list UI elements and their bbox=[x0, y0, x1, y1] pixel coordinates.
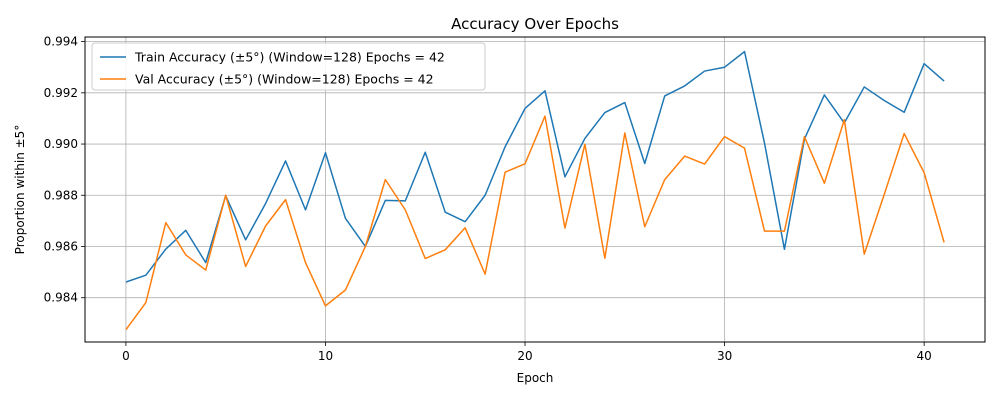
y-tick-label: 0.990 bbox=[44, 137, 78, 151]
y-tick-label: 0.992 bbox=[44, 86, 78, 100]
series-lines bbox=[125, 50, 945, 331]
x-tick-label: 20 bbox=[517, 349, 532, 363]
y-axis-label: Proportion within ±5° bbox=[13, 125, 27, 255]
series-line-train bbox=[125, 50, 945, 283]
legend-box bbox=[91, 42, 486, 91]
y-tick-label: 0.984 bbox=[44, 291, 78, 305]
x-tick-label: 0 bbox=[122, 349, 130, 363]
x-tick-label: 30 bbox=[717, 349, 732, 363]
series-line-val bbox=[125, 115, 945, 331]
chart-title: Accuracy Over Epochs bbox=[451, 15, 619, 33]
x-axis-label: Epoch bbox=[517, 371, 554, 385]
axis-ticks: 0 10 20 30 40 0.984 0.986 0.988 0.990 0.992 0.994 bbox=[44, 35, 932, 363]
grid-lines bbox=[85, 37, 985, 342]
legend-entry: Val Accuracy (±5°) (Window=128) Epochs =… bbox=[135, 72, 434, 87]
legend: Train Accuracy (±5°) (Window=128) Epochs… bbox=[91, 42, 486, 91]
plot-frame bbox=[84, 36, 986, 343]
x-tick-label: 40 bbox=[916, 349, 931, 363]
y-tick-label: 0.986 bbox=[44, 239, 78, 253]
y-tick-label: 0.988 bbox=[44, 188, 78, 202]
legend-entry: Train Accuracy (±5°) (Window=128) Epochs… bbox=[134, 50, 445, 65]
y-tick-label: 0.994 bbox=[44, 35, 78, 49]
x-tick-label: 10 bbox=[318, 349, 333, 363]
